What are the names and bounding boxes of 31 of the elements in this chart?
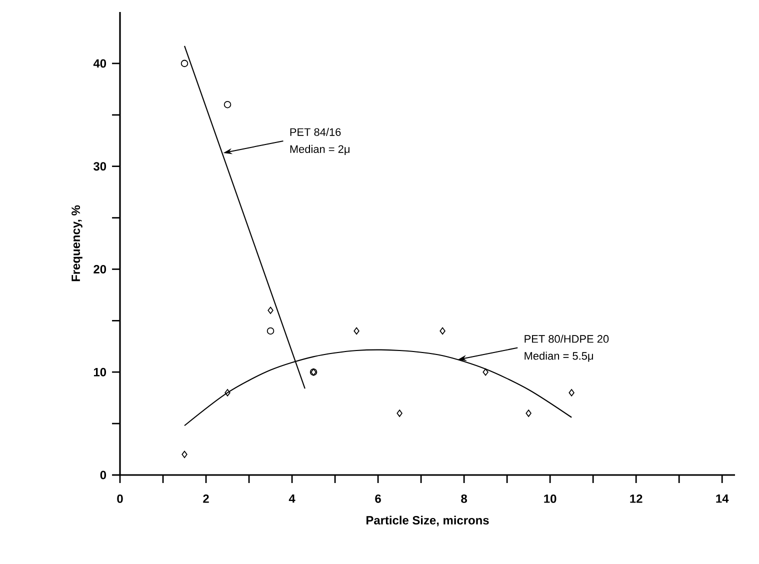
x-tick-label: 6 [375, 494, 381, 503]
point [354, 327, 360, 335]
point [482, 368, 488, 376]
point [224, 100, 232, 108]
x-tick-label: 4 [288, 494, 296, 503]
point [268, 306, 274, 314]
point [396, 410, 402, 417]
x-tick-label: 2 [203, 494, 209, 503]
x-tick-label: 10 [544, 494, 556, 503]
point [180, 60, 188, 68]
point [526, 410, 532, 417]
x-tick-label: 12 [630, 494, 642, 503]
x-axis-title: Particle Size, microns [366, 516, 489, 526]
y-tick-label: 30 [94, 162, 106, 171]
y-axis-title: Frequency, % [72, 205, 82, 282]
y-tick-label: 10 [94, 368, 106, 376]
x-tick-label: 8 [461, 494, 468, 503]
point [224, 389, 230, 396]
y-tick-label: 0 [100, 470, 106, 480]
annotation: PET 84/16 [290, 128, 341, 136]
annotation: Median = 2μ [290, 144, 350, 155]
annotation: Median = 5.5μ [524, 352, 593, 362]
point [266, 327, 274, 335]
annotation: PET 80/HDPE 20 [524, 334, 609, 343]
y-tick-label: 20 [94, 264, 106, 274]
x-tick-label: 0 [117, 494, 123, 503]
y-tick-label: 40 [93, 59, 106, 68]
x-tick-label: 14 [716, 494, 729, 503]
point [568, 389, 574, 396]
point [182, 450, 188, 458]
point [440, 327, 446, 335]
